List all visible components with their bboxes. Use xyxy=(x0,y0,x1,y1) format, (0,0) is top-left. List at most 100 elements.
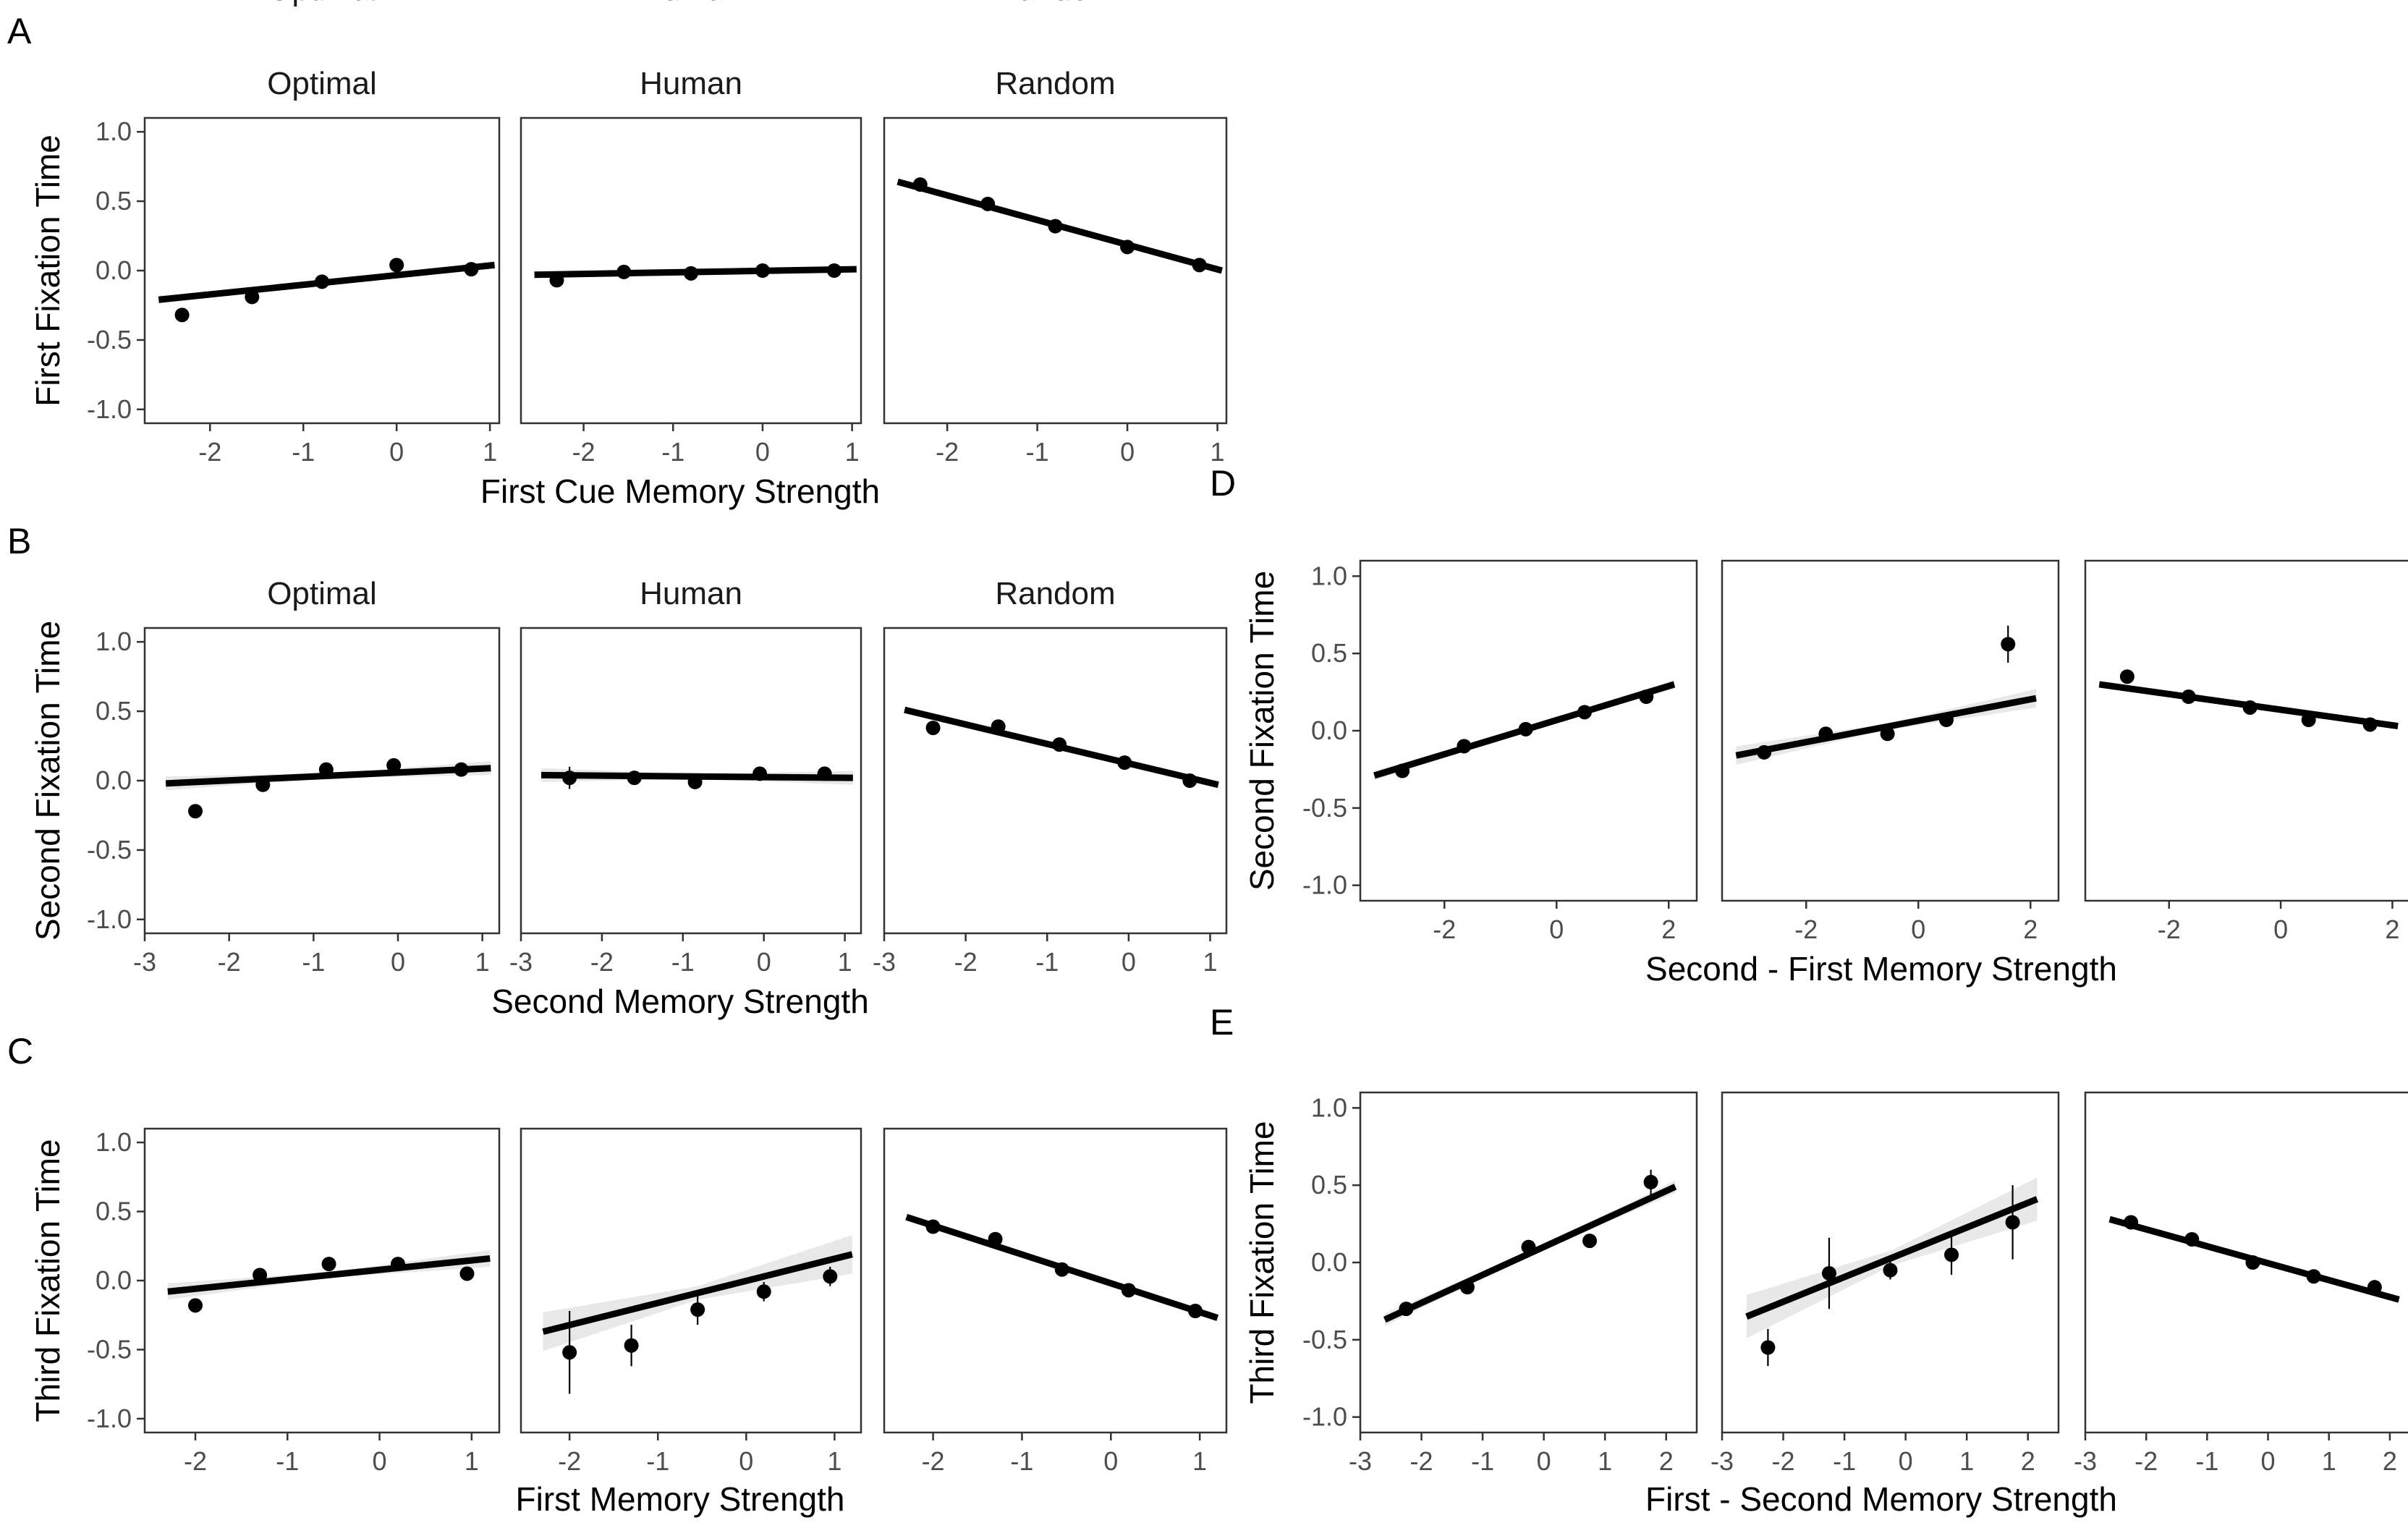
x-tick-label: 1 xyxy=(845,437,860,467)
facet-title: Optimal xyxy=(267,0,377,7)
x-tick-label: -3 xyxy=(2074,1446,2097,1476)
data-point xyxy=(2301,713,2316,728)
data-point xyxy=(459,1266,475,1281)
facet-title: Random xyxy=(995,576,1115,611)
data-point xyxy=(2306,1269,2321,1284)
x-axis-title: Second Memory Strength xyxy=(491,982,869,1020)
plot-frame xyxy=(883,627,1228,935)
data-point xyxy=(912,177,928,192)
x-tick-label: 0 xyxy=(373,1446,387,1476)
fit-line xyxy=(167,1255,491,1295)
data-point xyxy=(1821,1265,1836,1281)
fit-line xyxy=(1745,1196,2039,1320)
y-tick-label: -1.0 xyxy=(1302,1402,1347,1432)
panel-b: B 1.0 0.5 0.0 -0.5 -1.0 Second Fixation Time Se… xyxy=(7,521,1228,1020)
facet-1: Optimal -2 -1 0 1 xyxy=(143,0,501,1476)
data-point xyxy=(1120,239,1135,255)
facet-1: -2 0 2 xyxy=(1359,559,1698,944)
data-point xyxy=(188,1298,203,1313)
x-tick-label: -3 xyxy=(133,947,156,977)
plot-frame xyxy=(883,116,1228,425)
data-point xyxy=(752,766,768,781)
x-tick-label: -2 xyxy=(198,437,221,467)
facet-2: Human -2 -1 0 1 xyxy=(520,66,862,467)
data-point xyxy=(627,771,642,786)
x-axis-title: First - Second Memory Strength xyxy=(1645,1480,2117,1518)
data-point xyxy=(1048,218,1063,234)
x-tick-label: 1 xyxy=(838,947,852,977)
data-point xyxy=(2242,700,2258,715)
facet-title: Human xyxy=(640,0,742,7)
x-tick-label: -1 xyxy=(2195,1446,2218,1476)
facet-title: Random xyxy=(995,66,1115,101)
data-point xyxy=(1395,763,1410,778)
data-point xyxy=(2124,1215,2139,1230)
facet-title: Optimal xyxy=(267,66,377,101)
x-tick-label: 0 xyxy=(1537,1446,1551,1476)
data-point xyxy=(174,307,190,323)
x-tick-label: 1 xyxy=(483,437,497,467)
facet-1: Optimal -2 -1 0 1 xyxy=(143,66,501,467)
x-tick-label: -1 xyxy=(1471,1446,1494,1476)
x-tick-label: -2 xyxy=(954,947,978,977)
x-tick-label: -2 xyxy=(1433,914,1456,944)
data-point xyxy=(1760,1340,1776,1355)
data-point xyxy=(454,762,469,777)
data-point xyxy=(464,262,479,277)
x-tick-label: -2 xyxy=(558,1446,581,1476)
data-point xyxy=(1192,258,1207,273)
plot-frame xyxy=(883,1127,1228,1434)
facet-1: Optimal -3 -2 -1 0 1 xyxy=(133,576,501,977)
data-point xyxy=(318,762,334,777)
x-tick-label: 1 xyxy=(2322,1446,2336,1476)
facet-2: -3 -2 -1 0 1 2 xyxy=(1710,1091,2060,1476)
x-tick-label: 2 xyxy=(2385,914,2399,944)
fit-line xyxy=(542,1251,853,1336)
data-point xyxy=(1639,689,1654,704)
facet-1: -3 -2 -1 0 1 2 xyxy=(1349,1091,1698,1476)
data-point xyxy=(321,1257,336,1272)
y-tick-label: 1.0 xyxy=(1311,1092,1347,1122)
y-axis-title: First Fixation Time xyxy=(29,135,67,407)
y-tick-label: 0.0 xyxy=(96,255,132,285)
data-point xyxy=(690,1302,705,1317)
x-tick-label: 0 xyxy=(391,947,405,977)
x-tick-label: -3 xyxy=(1349,1446,1372,1476)
x-tick-label: -2 xyxy=(1794,914,1818,944)
y-tick-label: -0.5 xyxy=(87,1334,132,1364)
facet-3: Random -2 -1 0 1 xyxy=(883,0,1228,1476)
facet-title: Random xyxy=(995,0,1115,7)
facet-title: Human xyxy=(640,66,742,101)
data-point xyxy=(925,1219,941,1234)
data-point xyxy=(2367,1280,2382,1295)
data-point xyxy=(2184,1231,2200,1247)
data-point xyxy=(1121,1283,1136,1298)
x-tick-label: 0 xyxy=(1549,914,1564,944)
data-point xyxy=(1939,713,1954,728)
data-point xyxy=(2005,1215,2020,1230)
x-tick-label: -1 xyxy=(1035,947,1059,977)
x-tick-label: -3 xyxy=(873,947,896,977)
x-tick-label: 2 xyxy=(1659,1446,1674,1476)
x-tick-label: -2 xyxy=(572,437,595,467)
x-tick-label: -3 xyxy=(509,947,533,977)
x-tick-label: -1 xyxy=(1010,1446,1033,1476)
y-tick-label: -0.5 xyxy=(87,835,132,865)
x-tick-label: 0 xyxy=(2273,914,2288,944)
y-tick-label: -0.5 xyxy=(1302,793,1347,823)
data-point xyxy=(2119,669,2134,684)
x-axis-title: First Memory Strength xyxy=(516,1480,845,1518)
data-point xyxy=(1052,737,1067,752)
x-tick-label: -2 xyxy=(922,1446,945,1476)
x-tick-label: -1 xyxy=(1833,1446,1856,1476)
x-tick-label: 0 xyxy=(389,437,404,467)
data-point xyxy=(315,274,329,289)
x-tick-label: 0 xyxy=(1911,914,1925,944)
x-tick-label: 1 xyxy=(1211,437,1225,467)
x-tick-label: 0 xyxy=(1899,1446,1913,1476)
y-tick-label: 0.0 xyxy=(1311,1247,1347,1277)
panel-letter: D xyxy=(1210,463,1236,504)
x-tick-label: -2 xyxy=(590,947,614,977)
y-tick-label: 0.5 xyxy=(1311,638,1347,668)
data-point xyxy=(562,1345,577,1360)
